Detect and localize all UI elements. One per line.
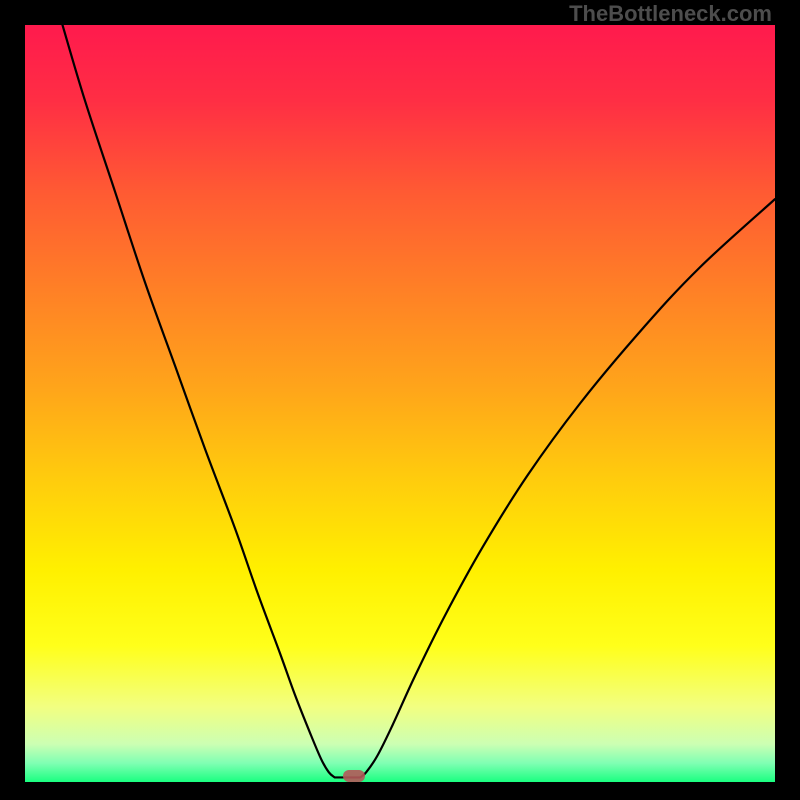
- watermark-text: TheBottleneck.com: [569, 1, 772, 27]
- plot-area: [25, 25, 775, 782]
- bottleneck-curve: [25, 25, 775, 782]
- curve-path: [63, 25, 776, 777]
- optimal-point-marker: [343, 770, 365, 782]
